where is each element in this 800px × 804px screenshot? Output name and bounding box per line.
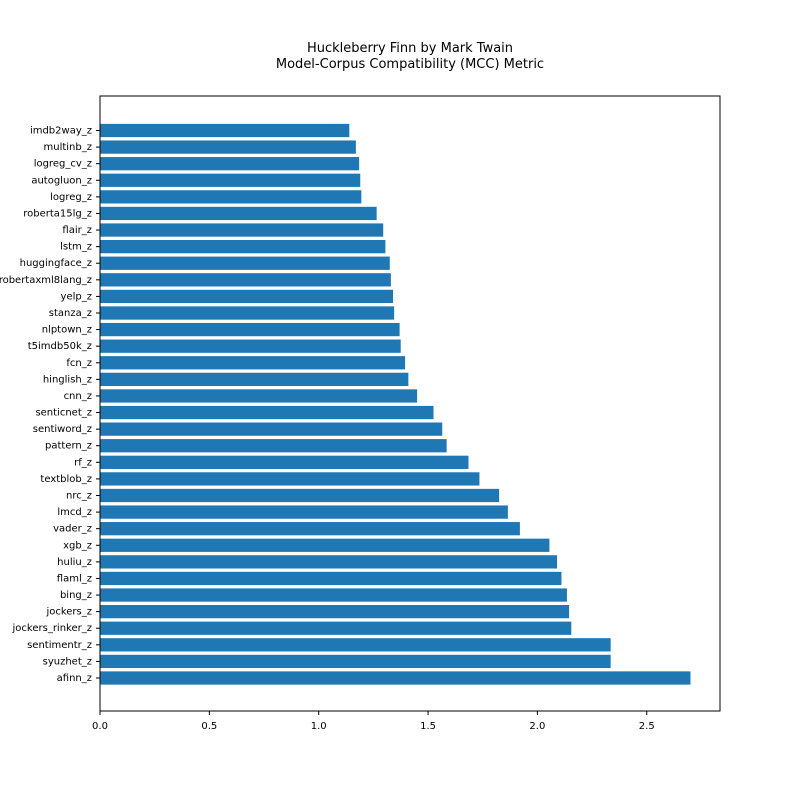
y-tick-label: autogluon_z xyxy=(31,175,92,186)
bar-pattern_z xyxy=(100,439,447,453)
x-tick-label: 0.0 xyxy=(92,721,108,732)
bar-flair_z xyxy=(100,223,384,237)
y-axis: imdb2way_z multinb_z logreg_cv_z autogluon_… xyxy=(0,126,100,684)
y-tick-label: imdb2way_z xyxy=(30,126,92,137)
bar-bing_z xyxy=(100,588,567,602)
bar-fcn_z xyxy=(100,356,406,370)
bar-lstm_z xyxy=(100,240,386,254)
bar-stanza_z xyxy=(100,306,395,320)
bar-textblob_z xyxy=(100,472,480,486)
y-tick-label: sentimentr_z xyxy=(27,640,92,651)
bar-lmcd_z xyxy=(100,505,508,519)
bar-jockers_rinker_z xyxy=(100,621,572,635)
y-tick-label: flair_z xyxy=(62,225,92,236)
y-tick-label: logreg_z xyxy=(50,192,92,203)
bar-flaml_z xyxy=(100,571,562,586)
y-tick-label: yelp_z xyxy=(61,291,92,302)
bar-senticnet_z xyxy=(100,405,434,420)
y-tick-label: huliu_z xyxy=(57,557,92,568)
bar-afinn_z xyxy=(100,671,691,685)
y-tick-label: multinb_z xyxy=(44,142,93,153)
bar-huliu_z xyxy=(100,555,558,569)
bar-hinglish_z xyxy=(100,372,409,386)
y-tick-label: cnn_z xyxy=(64,391,92,402)
bar-logreg_cv_z xyxy=(100,157,360,171)
y-tick-label: jockers_z xyxy=(45,607,92,618)
y-tick-label: lstm_z xyxy=(60,242,92,253)
y-tick-label: flaml_z xyxy=(57,573,92,584)
bar-jockers_z xyxy=(100,605,570,619)
bar-nrc_z xyxy=(100,488,500,503)
y-tick-label: stanza_z xyxy=(49,308,92,319)
bar-nlptown_z xyxy=(100,322,400,337)
bar-roberta15lg_z xyxy=(100,206,377,221)
y-tick-label: afinn_z xyxy=(57,673,92,684)
y-tick-label: syuzhet_z xyxy=(43,656,92,667)
y-tick-label: fcn_z xyxy=(66,358,92,369)
x-axis: 0.0 0.5 1.0 1.5 2.0 2.5 xyxy=(92,711,655,732)
y-tick-label: lmcd_z xyxy=(57,507,92,518)
y-tick-label: xgb_z xyxy=(63,540,92,551)
y-tick-label: jockers_rinker_z xyxy=(12,623,92,634)
x-tick-label: 1.0 xyxy=(311,721,327,732)
y-tick-label: logreg_cv_z xyxy=(34,159,92,170)
y-tick-label: nrc_z xyxy=(66,491,92,502)
y-tick-label: t5imdb50k_z xyxy=(28,341,92,352)
y-tick-label: sentiword_z xyxy=(33,424,92,435)
chart-title: Huckleberry Finn by Mark Twain xyxy=(307,41,513,56)
bar-t5imdb50k_z xyxy=(100,339,401,353)
bar-xgb_z xyxy=(100,538,550,552)
y-tick-label: rf_z xyxy=(74,457,92,468)
bar-multinb_z xyxy=(100,140,356,154)
x-tick-label: 2.5 xyxy=(639,721,655,732)
bar-cnn_z xyxy=(100,389,418,403)
y-tick-label: vader_z xyxy=(53,524,92,535)
x-tick-label: 0.5 xyxy=(201,721,217,732)
y-tick-label: huggingface_z xyxy=(20,258,92,269)
bar-rf_z xyxy=(100,455,469,469)
x-tick-label: 2.0 xyxy=(529,721,545,732)
bar-yelp_z xyxy=(100,289,394,304)
bar-autogluon_z xyxy=(100,173,361,187)
bar-syuzhet_z xyxy=(100,654,611,669)
x-tick-label: 1.5 xyxy=(420,721,436,732)
y-tick-label: nlptown_z xyxy=(42,325,92,336)
y-tick-label: pattern_z xyxy=(45,441,92,452)
bar-robertaxml8lang_z xyxy=(100,273,391,287)
y-tick-label: robertaxml8lang_z xyxy=(0,275,92,286)
bars-layer xyxy=(100,123,691,685)
bar-huggingface_z xyxy=(100,256,390,270)
y-tick-label: textblob_z xyxy=(40,474,92,485)
y-tick-label: bing_z xyxy=(60,590,92,601)
bar-logreg_z xyxy=(100,190,362,204)
plot-frame xyxy=(99,95,721,712)
chart-subtitle: Model-Corpus Compatibility (MCC) Metric xyxy=(276,57,544,72)
y-tick-label: hinglish_z xyxy=(43,374,92,385)
bar-vader_z xyxy=(100,522,520,536)
bar-sentimentr_z xyxy=(100,638,611,652)
bar-imdb2way_z xyxy=(100,123,350,138)
y-tick-label: roberta15lg_z xyxy=(23,208,92,219)
y-tick-label: senticnet_z xyxy=(35,408,92,419)
bar-sentiword_z xyxy=(100,422,443,436)
